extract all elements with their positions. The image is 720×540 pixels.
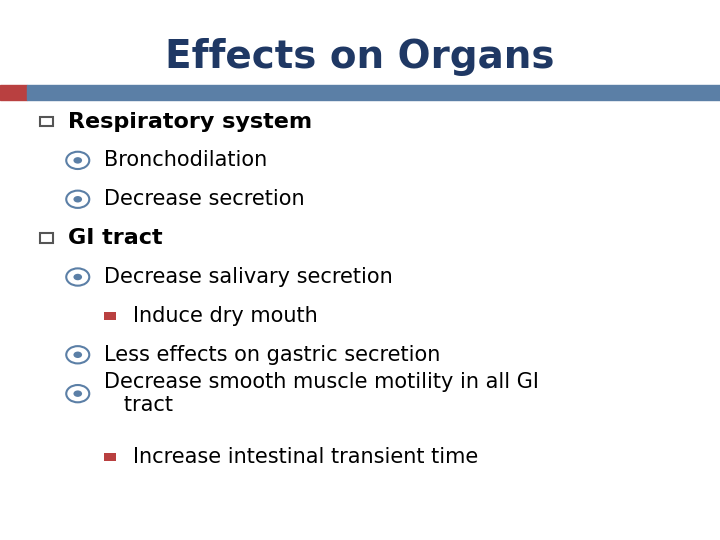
Text: Effects on Organs: Effects on Organs — [166, 38, 554, 76]
Text: Decrease smooth muscle motility in all GI
   tract: Decrease smooth muscle motility in all G… — [104, 372, 539, 415]
Text: Increase intestinal transient time: Increase intestinal transient time — [133, 447, 479, 467]
Text: Respiratory system: Respiratory system — [68, 111, 312, 132]
Text: GI tract: GI tract — [68, 228, 163, 248]
Text: Decrease secretion: Decrease secretion — [104, 189, 305, 210]
Text: Induce dry mouth: Induce dry mouth — [133, 306, 318, 326]
Text: Decrease salivary secretion: Decrease salivary secretion — [104, 267, 393, 287]
Text: Bronchodilation: Bronchodilation — [104, 150, 268, 171]
Text: Less effects on gastric secretion: Less effects on gastric secretion — [104, 345, 441, 365]
